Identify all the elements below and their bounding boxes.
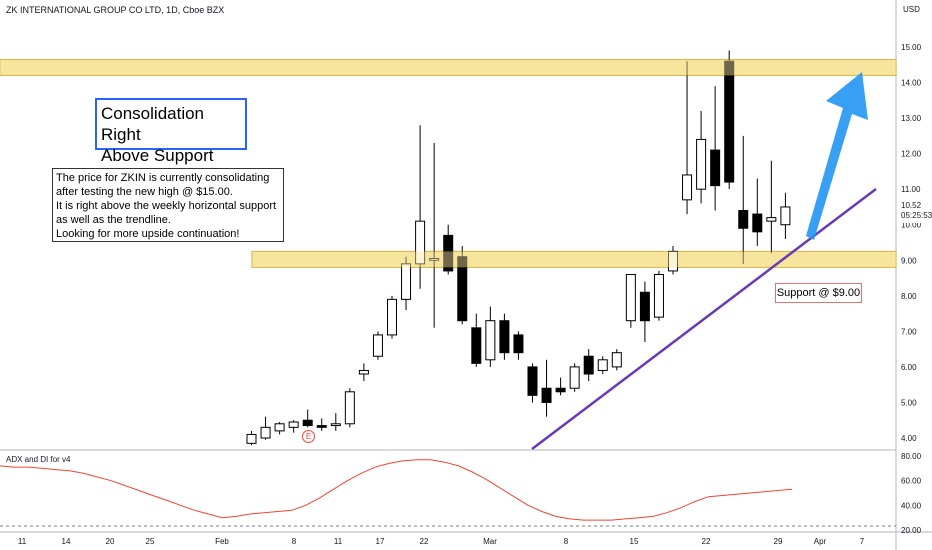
annotation-description-box[interactable]: The price for ZKIN is currently consolid… — [52, 168, 284, 242]
price-tick-label: 13.00 — [901, 114, 922, 123]
price-tick-label: 7.00 — [901, 327, 917, 336]
time-tick-label: 22 — [420, 537, 429, 546]
candle-body — [653, 273, 664, 318]
time-tick-label: 8 — [292, 537, 297, 546]
candle-body — [696, 138, 707, 190]
candle-body — [429, 257, 440, 261]
candle-body — [625, 273, 636, 322]
candle-body — [738, 210, 749, 229]
description-line: after testing the new high @ $15.00. — [56, 186, 233, 198]
candle-body — [401, 263, 412, 300]
candle-body — [541, 387, 552, 403]
symbol-header: ZK INTERNATIONAL GROUP CO LTD, 1D, Cboe … — [6, 5, 225, 15]
candle-body — [372, 334, 383, 357]
candle-body — [485, 320, 496, 361]
price-tick-label: 12.00 — [901, 150, 922, 159]
resistance-zone-overlay — [0, 59, 896, 76]
description-line: Looking for more upside continuation! — [56, 228, 240, 240]
time-tick-label: Apr — [814, 537, 827, 546]
indicator-tick-label: 20.00 — [901, 526, 922, 535]
candle-body — [766, 217, 777, 222]
candle-body — [358, 369, 369, 375]
candle-body — [415, 220, 426, 265]
price-tick-label: 15.00 — [901, 43, 922, 52]
time-tick-label: 17 — [376, 537, 385, 546]
price-tick-label: 6.00 — [901, 363, 917, 372]
indicator-title: ADX and DI for v4 — [6, 455, 71, 464]
candle-body — [710, 149, 721, 187]
time-tick-label: 7 — [860, 537, 865, 546]
candle-body — [274, 423, 285, 432]
candle-body — [611, 352, 622, 368]
support-label-box[interactable]: Support @ $9.00 — [775, 283, 862, 303]
support-zone-overlay — [252, 251, 896, 268]
description-line: as well as the trendline. — [56, 214, 171, 226]
time-tick-label: 14 — [62, 537, 71, 546]
candle-body — [569, 366, 580, 389]
candle-body — [344, 391, 355, 425]
candle-body — [387, 298, 397, 336]
time-tick-label: 25 — [146, 537, 155, 546]
candle-body — [780, 206, 791, 226]
description-line: It is right above the weekly horizontal … — [56, 200, 277, 212]
last-price-tag: 10.52 05:25:53 — [897, 201, 932, 223]
adx-line — [0, 459, 793, 521]
candle-body — [316, 425, 327, 428]
indicator-tick-label: 80.00 — [901, 452, 922, 461]
candle-body — [443, 234, 454, 272]
annotation-title-box[interactable]: Consolidation Right Above Support — [95, 98, 247, 165]
time-tick-label: Mar — [483, 537, 497, 546]
price-tick-label: 5.00 — [901, 398, 917, 407]
time-tick-label: 11 — [334, 537, 343, 546]
candle-body — [471, 327, 482, 364]
time-tick-label: 8 — [564, 537, 569, 546]
price-tick-label: 9.00 — [901, 256, 917, 265]
last-price-value: 10.52 — [901, 201, 922, 210]
candle-body — [260, 426, 271, 439]
resistance-zone — [0, 58, 897, 76]
time-tick-label: 11 — [18, 537, 27, 546]
candle-body — [752, 213, 763, 233]
candle-body — [668, 250, 678, 272]
candle-body — [330, 423, 341, 427]
candle-body — [682, 174, 693, 201]
countdown-timer: 05:25:53 — [901, 211, 932, 220]
description-line: The price for ZKIN is currently consolid… — [56, 172, 270, 184]
support-zone — [251, 250, 897, 268]
candle-body — [499, 320, 510, 354]
candle-body — [302, 419, 313, 427]
candle-body — [555, 387, 566, 393]
price-tick-label: 11.00 — [901, 185, 921, 194]
price-tick-label: 4.00 — [901, 434, 917, 443]
earnings-marker[interactable]: E — [302, 430, 315, 443]
indicator-tick-label: 60.00 — [901, 477, 922, 486]
candle-body — [513, 334, 524, 354]
time-tick-label: 29 — [774, 537, 783, 546]
candle-body — [583, 355, 594, 375]
time-tick-label: 22 — [702, 537, 711, 546]
candle-body — [639, 291, 650, 322]
trendline — [531, 188, 877, 450]
candle-body — [527, 366, 538, 396]
price-tick-label: 10.00 — [901, 221, 922, 230]
time-tick-label: Feb — [215, 537, 229, 546]
time-tick-label: 20 — [106, 537, 115, 546]
currency-label: USD — [903, 5, 920, 14]
candle-body — [597, 359, 608, 371]
candle-body — [724, 60, 735, 183]
price-tick-label: 14.00 — [901, 79, 922, 88]
upside-arrow — [806, 72, 868, 240]
price-tick-label: 8.00 — [901, 292, 917, 301]
indicator-tick-label: 40.00 — [901, 501, 922, 510]
time-tick-label: 15 — [630, 537, 639, 546]
candle-body — [457, 256, 468, 322]
candle-body — [246, 433, 257, 444]
candle-body — [288, 421, 299, 428]
candles-group — [246, 50, 791, 446]
annotation-title-line: Above Support — [101, 146, 214, 165]
annotation-title-line: Consolidation Right — [101, 104, 205, 144]
